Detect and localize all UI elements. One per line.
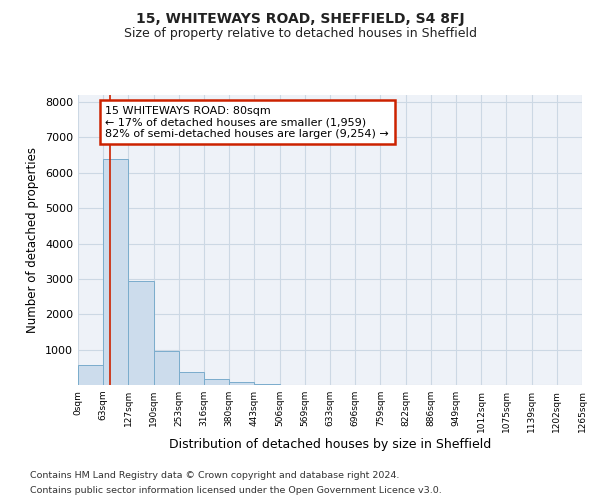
- Bar: [78, 365, 103, 385]
- Text: 15, WHITEWAYS ROAD, SHEFFIELD, S4 8FJ: 15, WHITEWAYS ROAD, SHEFFIELD, S4 8FJ: [136, 12, 464, 26]
- Y-axis label: Number of detached properties: Number of detached properties: [26, 147, 40, 333]
- Bar: [229, 382, 254, 385]
- Bar: [179, 372, 204, 385]
- Text: 15 WHITEWAYS ROAD: 80sqm
← 17% of detached houses are smaller (1,959)
82% of sem: 15 WHITEWAYS ROAD: 80sqm ← 17% of detach…: [105, 106, 389, 139]
- Bar: [254, 384, 280, 385]
- Bar: [128, 280, 154, 385]
- X-axis label: Distribution of detached houses by size in Sheffield: Distribution of detached houses by size …: [169, 438, 491, 450]
- Text: Contains public sector information licensed under the Open Government Licence v3: Contains public sector information licen…: [30, 486, 442, 495]
- Bar: [204, 380, 229, 385]
- Text: Size of property relative to detached houses in Sheffield: Size of property relative to detached ho…: [124, 28, 476, 40]
- Bar: [103, 160, 128, 385]
- Bar: [154, 352, 179, 385]
- Text: Contains HM Land Registry data © Crown copyright and database right 2024.: Contains HM Land Registry data © Crown c…: [30, 471, 400, 480]
